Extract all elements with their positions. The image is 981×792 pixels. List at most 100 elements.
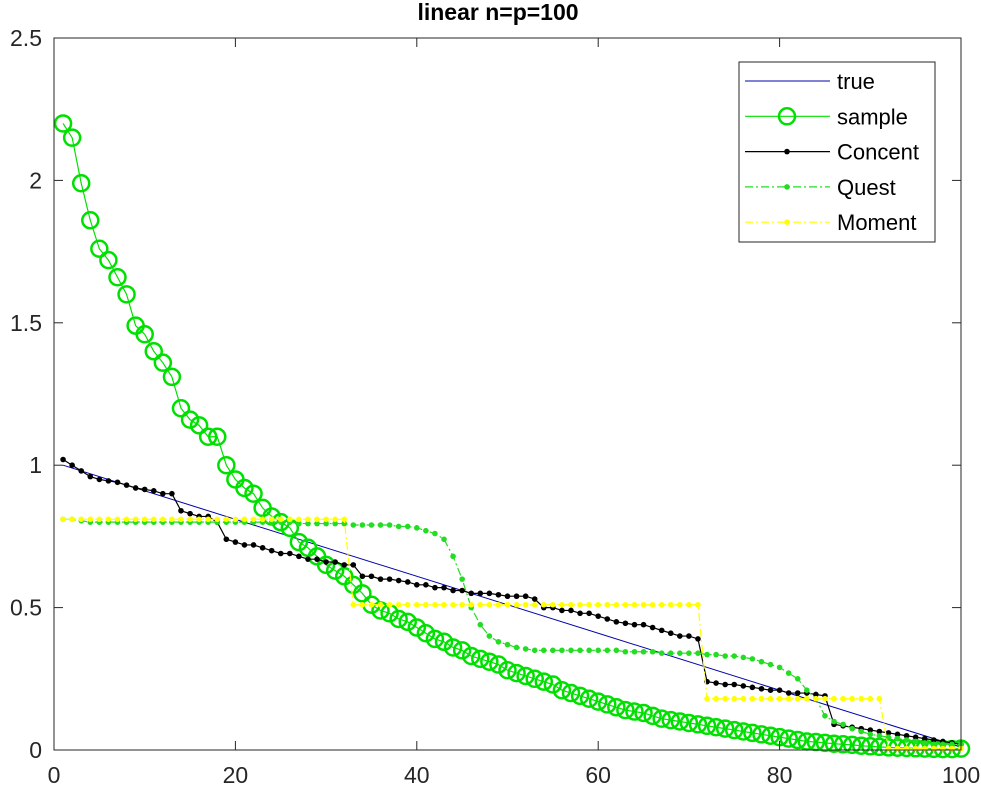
data-point (259, 544, 266, 551)
data-point (815, 733, 835, 753)
data-point (631, 621, 638, 628)
data-point (513, 601, 520, 608)
data-point (423, 601, 429, 608)
data-point (87, 516, 94, 523)
data-point (404, 579, 411, 585)
data-point (598, 695, 617, 714)
data-point (404, 601, 411, 608)
data-point (434, 632, 454, 652)
data-point (296, 553, 302, 560)
data-point (677, 633, 683, 639)
data-point (740, 695, 747, 702)
legend-marker (777, 107, 797, 126)
data-point (287, 516, 293, 523)
data-point (686, 601, 692, 608)
data-point (407, 618, 427, 637)
data-point (477, 590, 484, 597)
data-point (153, 353, 173, 372)
data-point (531, 596, 538, 602)
data-point (579, 689, 599, 708)
data-point (314, 520, 320, 527)
chart-title: linear n=p=100 (417, 0, 578, 25)
data-point (368, 601, 375, 608)
data-point (867, 731, 874, 738)
data-point (423, 582, 429, 588)
legend: true sample Concent Quest Moment (738, 61, 936, 243)
data-point (625, 702, 644, 721)
data-point (706, 717, 726, 737)
data-point (232, 516, 239, 523)
data-point (90, 239, 109, 259)
series-quest (60, 516, 964, 748)
data-point (595, 613, 601, 619)
data-point (767, 687, 774, 693)
data-point (144, 342, 164, 361)
data-point (677, 650, 683, 656)
data-point (688, 715, 708, 734)
data-point (570, 686, 590, 706)
data-point (132, 485, 139, 491)
data-point (686, 633, 692, 639)
data-point (552, 680, 572, 700)
data-point (196, 516, 202, 523)
data-point (332, 559, 338, 565)
data-point (758, 685, 765, 692)
data-point (162, 367, 182, 387)
data-point (667, 601, 674, 608)
data-point (867, 727, 874, 733)
data-point (788, 730, 807, 750)
data-point (414, 525, 420, 531)
data-point (940, 745, 946, 752)
data-point (670, 712, 690, 731)
data-point (649, 601, 656, 608)
series-line-quest (63, 518, 961, 745)
data-point (141, 516, 148, 523)
data-point (96, 516, 103, 523)
y-tick-label: 2.5 (10, 25, 42, 51)
data-point (223, 536, 230, 543)
data-point (568, 647, 574, 654)
data-point (876, 695, 883, 702)
data-point (713, 680, 719, 686)
x-tick-label: 20 (223, 762, 249, 788)
data-point (861, 737, 880, 756)
data-point (268, 516, 275, 523)
data-point (507, 663, 526, 683)
data-point (53, 114, 73, 133)
data-point (767, 695, 774, 702)
data-point (78, 468, 85, 474)
data-point (150, 516, 157, 523)
data-point (178, 516, 184, 523)
data-point (722, 681, 728, 688)
data-point (108, 267, 127, 287)
data-point (522, 601, 529, 608)
data-point (731, 653, 738, 659)
data-point (398, 612, 417, 632)
data-point (661, 710, 681, 730)
data-point (477, 601, 484, 608)
data-point (622, 620, 629, 627)
data-point (516, 666, 535, 686)
data-point (804, 687, 810, 693)
data-point (169, 516, 175, 523)
legend-item-quest: Quest (745, 175, 896, 200)
data-point (776, 664, 783, 671)
data-point (341, 516, 348, 523)
data-point (468, 590, 475, 597)
data-point (559, 647, 565, 654)
data-point (205, 516, 211, 523)
data-point (441, 536, 447, 543)
legend-label: Quest (837, 175, 896, 200)
data-point (495, 601, 502, 608)
data-point (831, 695, 837, 702)
data-point (150, 488, 157, 494)
data-point (441, 584, 447, 591)
data-point (577, 601, 583, 608)
data-point (314, 516, 320, 523)
data-point (667, 650, 674, 656)
data-point (432, 530, 438, 537)
data-point (305, 556, 311, 562)
data-point (876, 728, 883, 735)
data-point (78, 516, 85, 523)
data-point (604, 616, 611, 622)
